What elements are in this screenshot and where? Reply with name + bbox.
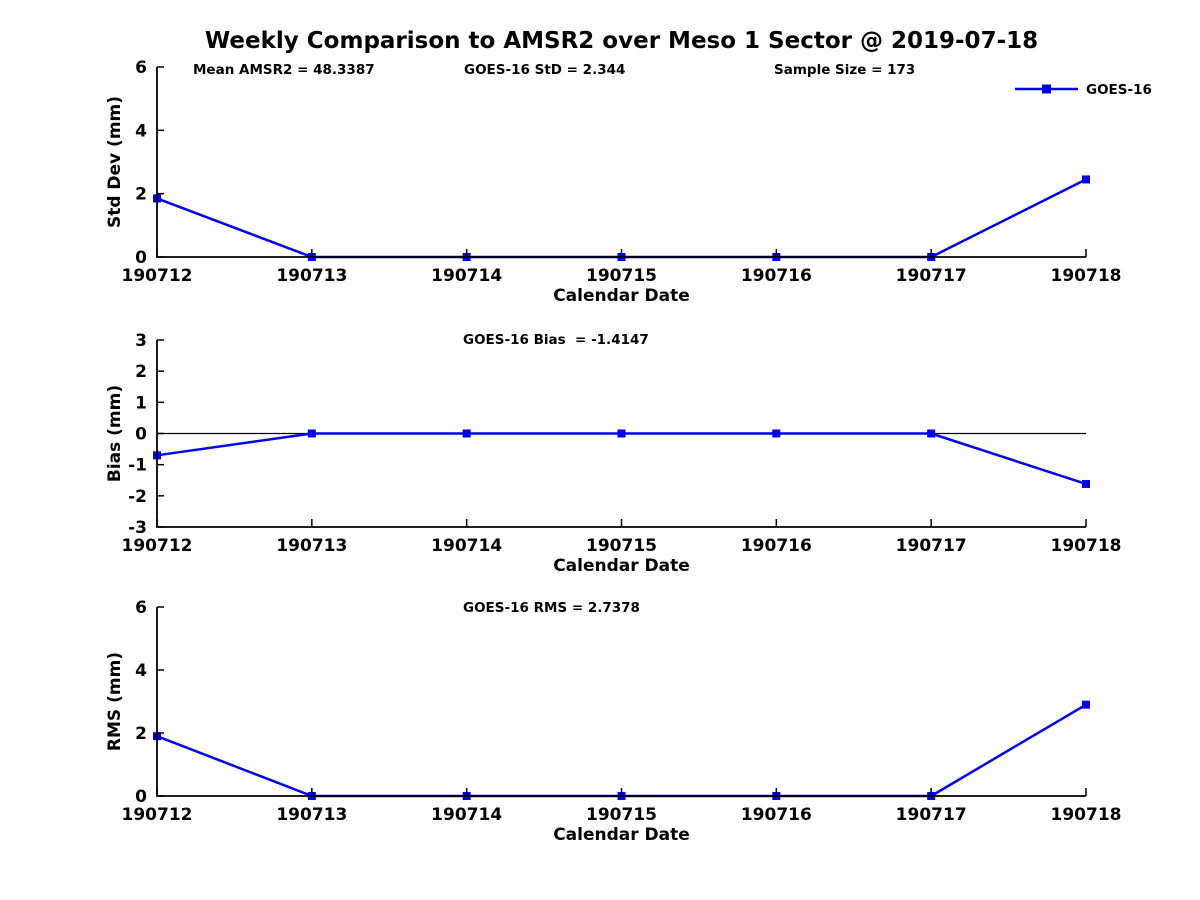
legend-label: GOES-16 bbox=[1086, 82, 1152, 98]
x-tick-label: 190713 bbox=[276, 266, 347, 286]
x-axis-label: Calendar Date bbox=[553, 286, 690, 306]
stat-annotation: GOES-16 RMS = 2.7378 bbox=[463, 600, 640, 616]
stat-annotation: Sample Size = 173 bbox=[774, 62, 915, 78]
x-tick-label: 190713 bbox=[276, 805, 347, 825]
y-tick-label: 2 bbox=[135, 185, 147, 205]
y-tick-label: -1 bbox=[128, 456, 147, 476]
legend: GOES-16 bbox=[1015, 82, 1152, 98]
y-axis-label: Bias (mm) bbox=[105, 385, 125, 482]
x-tick-label: 190716 bbox=[741, 266, 812, 286]
x-tick-label: 190715 bbox=[586, 536, 657, 556]
y-tick-label: 0 bbox=[135, 248, 147, 268]
data-point-marker bbox=[617, 429, 626, 438]
data-point-marker bbox=[1082, 175, 1090, 184]
x-tick-label: 190718 bbox=[1051, 805, 1122, 825]
stat-annotation: Mean AMSR2 = 48.3387 bbox=[193, 62, 375, 78]
series-line bbox=[156, 432, 1087, 486]
y-tick-label: 3 bbox=[135, 331, 147, 351]
x-tick-label: 190717 bbox=[896, 536, 967, 556]
x-tick-label: 190712 bbox=[122, 266, 193, 286]
x-tick-label: 190712 bbox=[122, 536, 193, 556]
subplot-std-dev-mm: 0 2 4 6 190712 190713 190714 190715 190716 190717… bbox=[105, 58, 1152, 306]
subplot-bias-mm: -3 -2 -1 0 1 2 3 190712 190713 190714 190715 190716… bbox=[105, 331, 1121, 576]
y-tick-label: 4 bbox=[135, 661, 147, 681]
y-tick-label: 2 bbox=[135, 724, 147, 744]
figure-title: Weekly Comparison to AMSR2 over Meso 1 S… bbox=[204, 28, 1039, 54]
x-tick-label: 190715 bbox=[586, 805, 657, 825]
x-tick-label: 190714 bbox=[431, 805, 502, 825]
y-tick-label: -3 bbox=[128, 518, 147, 538]
data-point-marker bbox=[1082, 700, 1090, 709]
x-tick-label: 190717 bbox=[896, 266, 967, 286]
stat-annotation: GOES-16 StD = 2.344 bbox=[464, 62, 625, 78]
series-line bbox=[156, 178, 1087, 259]
y-axis-label: RMS (mm) bbox=[105, 652, 125, 751]
y-tick-label: 0 bbox=[135, 425, 147, 445]
legend-marker bbox=[1042, 84, 1051, 94]
x-axis-label: Calendar Date bbox=[553, 556, 690, 576]
series-line bbox=[156, 703, 1087, 798]
y-axis-label: Std Dev (mm) bbox=[105, 96, 125, 228]
x-tick-label: 190715 bbox=[586, 266, 657, 286]
data-point-marker bbox=[927, 429, 936, 438]
y-tick-label: 4 bbox=[135, 121, 147, 141]
data-point-marker bbox=[462, 429, 471, 438]
y-tick-label: 6 bbox=[135, 58, 147, 78]
y-tick-label: 1 bbox=[135, 393, 147, 413]
x-tick-label: 190712 bbox=[122, 805, 193, 825]
x-tick-label: 190716 bbox=[741, 536, 812, 556]
x-tick-label: 190717 bbox=[896, 805, 967, 825]
y-tick-label: -2 bbox=[128, 487, 147, 507]
y-tick-label: 2 bbox=[135, 362, 147, 382]
x-tick-label: 190718 bbox=[1051, 266, 1122, 286]
x-tick-label: 190716 bbox=[741, 805, 812, 825]
y-tick-label: 0 bbox=[135, 787, 147, 807]
subplot-rms-mm: 0 2 4 6 190712 190713 190714 190715 190716 190717… bbox=[105, 598, 1121, 845]
x-axis-label: Calendar Date bbox=[553, 825, 690, 845]
x-tick-label: 190713 bbox=[276, 536, 347, 556]
x-tick-label: 190714 bbox=[431, 536, 502, 556]
x-tick-label: 190718 bbox=[1051, 536, 1122, 556]
stat-annotation: GOES-16 Bias = -1.4147 bbox=[463, 332, 649, 348]
data-point-marker bbox=[772, 429, 781, 438]
data-point-marker bbox=[307, 429, 316, 438]
y-tick-label: 6 bbox=[135, 598, 147, 618]
data-point-marker bbox=[1082, 479, 1090, 488]
x-tick-label: 190714 bbox=[431, 266, 502, 286]
